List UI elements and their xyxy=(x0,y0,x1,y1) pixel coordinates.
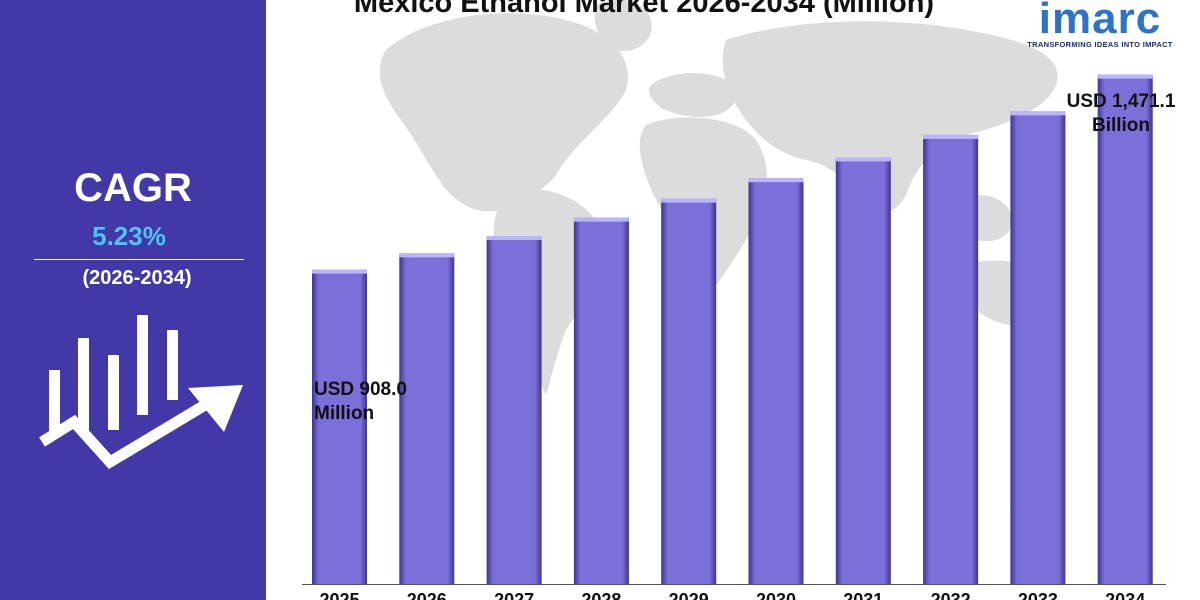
bar-top-2029 xyxy=(661,198,717,203)
x-tick-label: 2030 xyxy=(756,590,796,600)
x-tick-label: 2032 xyxy=(931,590,971,600)
bar-2025 xyxy=(312,269,367,584)
cagr-label: CAGR xyxy=(74,166,192,210)
last-value-label: USD 1,471.1 Billion xyxy=(1066,91,1176,136)
logo-tagline: TRANSFORMING IDEAS INTO IMPACT xyxy=(1027,40,1173,49)
cagr-period: (2026-2034) xyxy=(82,267,192,289)
bar-2034 xyxy=(1097,74,1153,584)
x-tick-label: 2029 xyxy=(669,590,709,600)
bar-2028 xyxy=(573,217,629,585)
bar-top-2032 xyxy=(923,134,979,139)
imarc-logo: imarc TRANSFORMING IDEAS INTO IMPACT xyxy=(1012,0,1188,49)
divider xyxy=(34,259,244,260)
x-tick-label: 2033 xyxy=(1018,590,1058,600)
bar-2031 xyxy=(835,157,891,585)
bar-top-2033 xyxy=(1010,111,1066,116)
bar-top-2028 xyxy=(573,217,629,222)
bar-top-2034 xyxy=(1097,74,1153,79)
bar-top-2031 xyxy=(835,157,891,162)
bar-2033 xyxy=(1010,111,1066,585)
chart-area: Mexico Ethanol Market 2026-2034 (Million… xyxy=(266,0,1200,600)
bar-chart: 2025 2026 2027 2028 2029 2030 2031 2032 2033 2034 xyxy=(302,74,1166,600)
x-tick-label: 2034 xyxy=(1105,590,1145,600)
bar-2029 xyxy=(661,198,717,584)
bar-top-2026 xyxy=(399,253,455,258)
x-tick-label: 2026 xyxy=(407,590,447,600)
bar-top-2027 xyxy=(486,236,542,241)
x-tick-label: 2031 xyxy=(843,590,883,600)
x-tick-label: 2027 xyxy=(494,590,534,600)
bar-top-2025 xyxy=(312,269,367,274)
chart-title: Mexico Ethanol Market 2026-2034 (Million… xyxy=(353,0,935,19)
x-tick-label: 2025 xyxy=(319,590,359,600)
logo-wordmark: imarc xyxy=(1038,0,1162,43)
bar-2032 xyxy=(923,134,979,584)
bar-chart-growth-arrow-icon xyxy=(39,315,243,470)
x-tick-label: 2028 xyxy=(581,590,621,600)
cagr-value: 5.23% xyxy=(92,221,166,251)
bar-top-2030 xyxy=(748,178,804,183)
bar-2027 xyxy=(486,236,542,585)
first-value-label: USD 908.0 Million xyxy=(314,379,407,424)
cagr-sidebar: CAGR 5.23% (2026-2034) xyxy=(0,0,266,600)
bar-2026 xyxy=(399,253,455,585)
bar-2030 xyxy=(748,178,804,584)
